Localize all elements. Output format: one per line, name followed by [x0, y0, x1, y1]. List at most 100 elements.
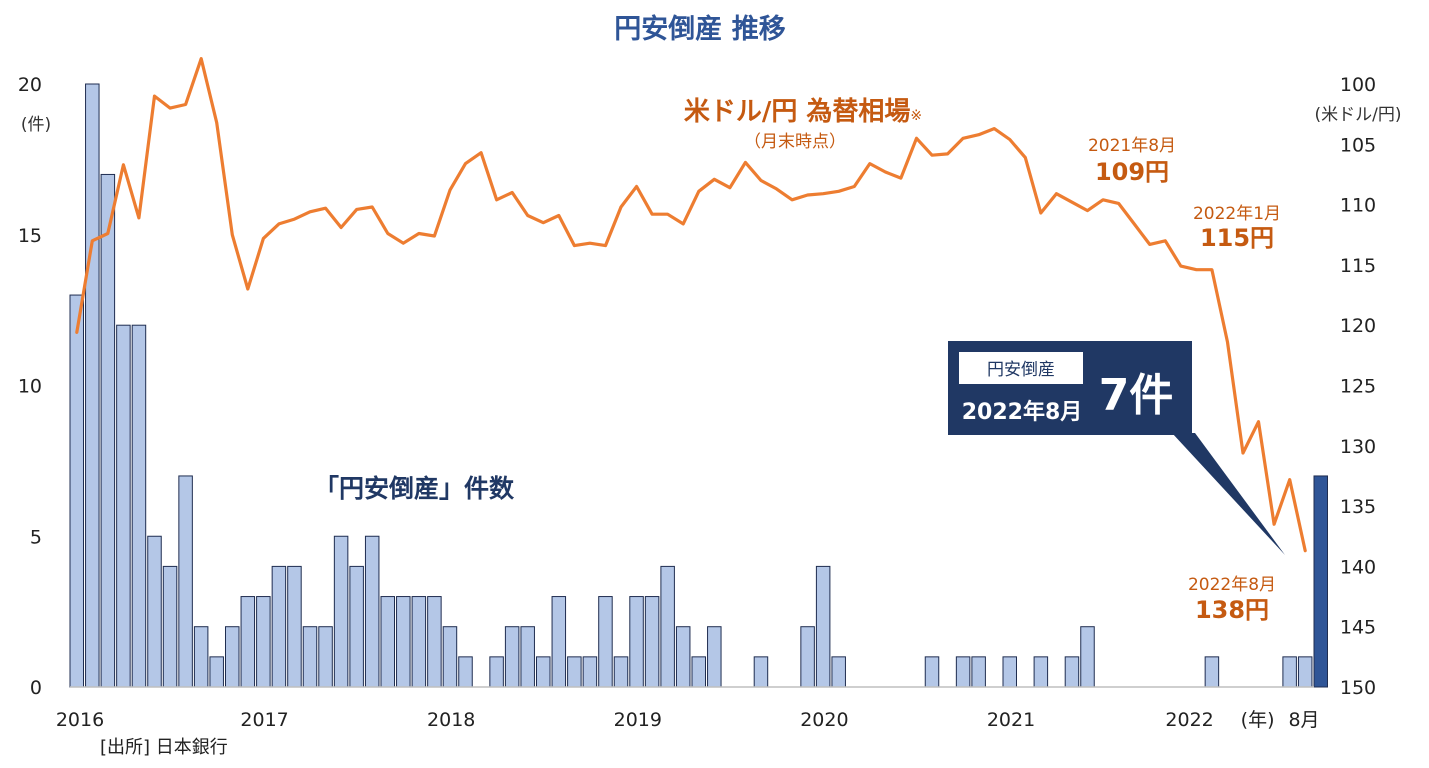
- annotation-value-2021-08: 109円: [1095, 158, 1169, 186]
- left-tick-label: 20: [18, 74, 42, 96]
- bar: [85, 83, 100, 688]
- annotation-date-2022-08: 2022年8月: [1188, 575, 1276, 595]
- x-tick-label: 2019: [614, 709, 662, 731]
- left-axis-ticks: 0 5 10 15 20: [18, 74, 42, 699]
- bar: [707, 626, 722, 688]
- callout-label-box: [959, 352, 1083, 384]
- x-tick-label: 2017: [240, 709, 288, 731]
- callout-box: 円安倒産 2022年8月 7件: [948, 341, 1285, 555]
- annotation-date-2021-08: 2021年8月: [1088, 136, 1176, 156]
- bar: [800, 626, 815, 688]
- bar: [147, 535, 162, 688]
- source-note: [出所] 日本銀行: [100, 737, 228, 758]
- bar: [1204, 656, 1220, 688]
- callout-value: 7件: [1099, 370, 1174, 421]
- bar: [675, 626, 691, 688]
- right-tick-label: 145: [1340, 617, 1376, 639]
- bar: [396, 596, 411, 688]
- bar: [1064, 656, 1080, 688]
- bar: [193, 626, 209, 688]
- right-tick-label: 125: [1340, 376, 1376, 398]
- left-tick-label: 10: [18, 376, 42, 398]
- bar-series-label: 「円安倒産」件数: [314, 474, 515, 503]
- bar: [302, 626, 318, 688]
- bar: [1080, 626, 1095, 688]
- annotation-value-2022-08: 138円: [1195, 596, 1269, 624]
- bar: [162, 565, 178, 688]
- bar: [598, 596, 613, 688]
- bar: [427, 596, 442, 688]
- bar: [504, 626, 520, 688]
- bar: [209, 656, 224, 688]
- bar: [551, 596, 567, 688]
- callout-date: 2022年8月: [962, 399, 1083, 425]
- bar: [753, 656, 769, 688]
- x-tick-label: (年): [1241, 709, 1275, 731]
- bar: [1297, 656, 1313, 688]
- right-tick-label: 110: [1340, 195, 1376, 217]
- line-series-mark: ※: [910, 108, 922, 124]
- left-tick-label: 15: [18, 225, 42, 247]
- right-tick-label: 105: [1340, 134, 1376, 156]
- left-tick-label: 5: [30, 526, 42, 548]
- line-series: [75, 57, 1307, 553]
- bar: [1002, 656, 1017, 688]
- callout-label: 円安倒産: [987, 360, 1055, 380]
- bar: [971, 656, 986, 688]
- bar: [955, 656, 971, 688]
- right-tick-label: 100: [1340, 74, 1376, 96]
- bar: [815, 565, 831, 688]
- x-tick-label: 8月: [1288, 709, 1319, 731]
- bar: [691, 656, 706, 688]
- bar: [924, 656, 940, 688]
- line-series-note: （月末時点）: [744, 132, 846, 152]
- x-tick-label: 2021: [987, 709, 1035, 731]
- line-series-name: 米ドル/円 為替相場: [684, 97, 911, 127]
- right-tick-label: 150: [1340, 677, 1376, 699]
- bar: [349, 565, 364, 688]
- bar: [131, 324, 147, 688]
- bar: [333, 535, 349, 688]
- bar: [178, 475, 193, 688]
- x-tick-label: 2016: [56, 709, 104, 731]
- right-tick-label: 140: [1340, 556, 1376, 578]
- callout-pointer: [1172, 433, 1285, 555]
- annotation-value-2022-01: 115円: [1200, 224, 1274, 252]
- bar: [1282, 656, 1297, 688]
- bar: [225, 626, 240, 688]
- bar: [660, 565, 675, 688]
- x-tick-label: 2018: [427, 709, 475, 731]
- annotation-date-2022-01: 2022年1月: [1193, 204, 1281, 224]
- x-tick-label: 2022: [1165, 709, 1213, 731]
- bar: [100, 173, 116, 688]
- right-axis-ticks: 100 105 110 115 120 125 130 135 140 145 150: [1340, 74, 1376, 699]
- x-axis-labels: 2016 2017 2018 2019 2020 2021 2022 (年) 8月: [56, 709, 1320, 731]
- bar: [1033, 656, 1049, 688]
- bar: [489, 656, 504, 688]
- left-axis-unit: (件): [21, 115, 51, 135]
- bar: [380, 596, 395, 688]
- bar: [629, 596, 644, 688]
- chart-title: 円安倒産 推移: [614, 13, 785, 45]
- bar: [411, 596, 427, 688]
- left-tick-label: 0: [30, 677, 42, 699]
- x-tick-label: 2020: [800, 709, 848, 731]
- bar: [582, 656, 598, 688]
- bar: [271, 565, 287, 688]
- right-tick-label: 130: [1340, 436, 1376, 458]
- right-tick-label: 115: [1340, 255, 1376, 277]
- bar: [240, 596, 256, 688]
- bar: [116, 324, 131, 688]
- right-tick-label: 120: [1340, 315, 1376, 337]
- right-axis-unit: (米ドル/円): [1315, 105, 1402, 125]
- bar: [458, 656, 473, 688]
- right-tick-label: 135: [1340, 496, 1376, 518]
- exchange-rate-line: [75, 57, 1307, 553]
- bar: [644, 596, 660, 688]
- bar: [613, 656, 629, 688]
- bar: [1313, 475, 1328, 688]
- bar: [567, 656, 582, 688]
- bar: [520, 626, 535, 688]
- bar: [256, 596, 271, 688]
